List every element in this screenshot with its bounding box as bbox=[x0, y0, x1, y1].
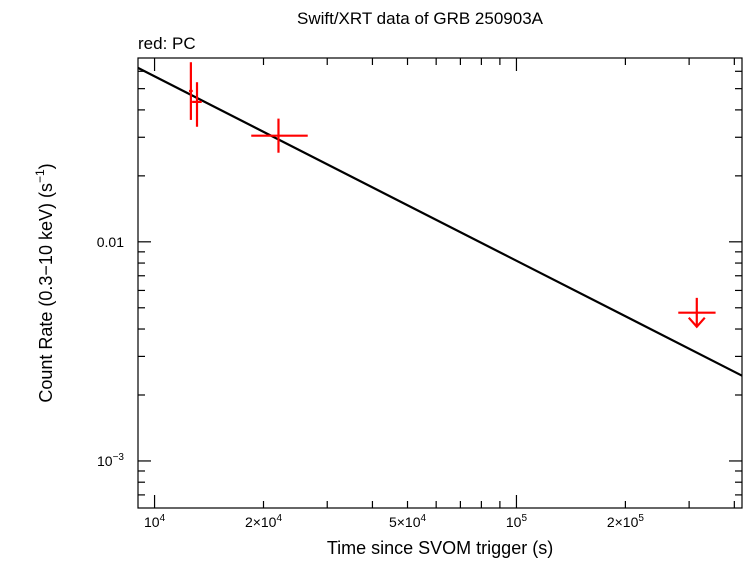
y-tick-label-base: 0.01 bbox=[97, 234, 124, 250]
data-point bbox=[189, 62, 193, 120]
y-axis-label-close: ) bbox=[36, 163, 56, 169]
data-points-layer bbox=[189, 62, 716, 329]
x-tick-label-sup: 4 bbox=[276, 513, 282, 524]
chart-title: Swift/XRT data of GRB 250903A bbox=[297, 9, 544, 28]
y-axis-label-sup: −1 bbox=[33, 169, 47, 183]
x-tick-label-base: 2×10 bbox=[607, 514, 639, 530]
x-tick-labels: 104 2×104 5×104 105 2×105 bbox=[144, 513, 644, 530]
x-tick-label: 5×104 bbox=[389, 513, 427, 530]
y-tick-label-base: 10 bbox=[97, 453, 113, 469]
x-tick-label: 104 bbox=[144, 513, 166, 530]
y-tick-label: 10−3 bbox=[97, 452, 124, 469]
x-tick-label: 2×104 bbox=[245, 513, 283, 530]
y-tick-label-sup: −3 bbox=[113, 452, 125, 463]
plot-frame bbox=[137, 57, 743, 509]
x-tick-label-sup: 5 bbox=[638, 513, 644, 524]
x-tick-label-base: 2×10 bbox=[245, 514, 277, 530]
data-point bbox=[192, 82, 202, 127]
y-axis-label: Count Rate (0.3−10 keV) (s−1) bbox=[33, 163, 56, 402]
model-line bbox=[137, 66, 743, 377]
x-tick-label: 105 bbox=[506, 513, 528, 530]
model-fit-layer bbox=[137, 66, 743, 377]
x-axis-label: Time since SVOM trigger (s) bbox=[327, 538, 553, 558]
x-tick-label: 2×105 bbox=[607, 513, 645, 530]
x-tick-label-sup: 4 bbox=[160, 513, 166, 524]
upper-limit bbox=[678, 297, 716, 329]
data-point bbox=[251, 118, 308, 153]
axis-ticks bbox=[138, 58, 742, 508]
y-axis-label-main: Count Rate (0.3−10 keV) (s bbox=[36, 183, 56, 403]
x-tick-label-sup: 4 bbox=[421, 513, 427, 524]
x-tick-label-base: 5×10 bbox=[389, 514, 421, 530]
x-tick-label-base: 10 bbox=[144, 514, 160, 530]
chart-subtitle: red: PC bbox=[138, 34, 196, 53]
upper-limit-arrow-icon bbox=[687, 316, 706, 329]
x-tick-label-base: 10 bbox=[506, 514, 522, 530]
y-tick-label: 0.01 bbox=[97, 234, 124, 250]
y-tick-labels: 0.01 10−3 bbox=[97, 234, 125, 469]
x-tick-label-sup: 5 bbox=[521, 513, 527, 524]
